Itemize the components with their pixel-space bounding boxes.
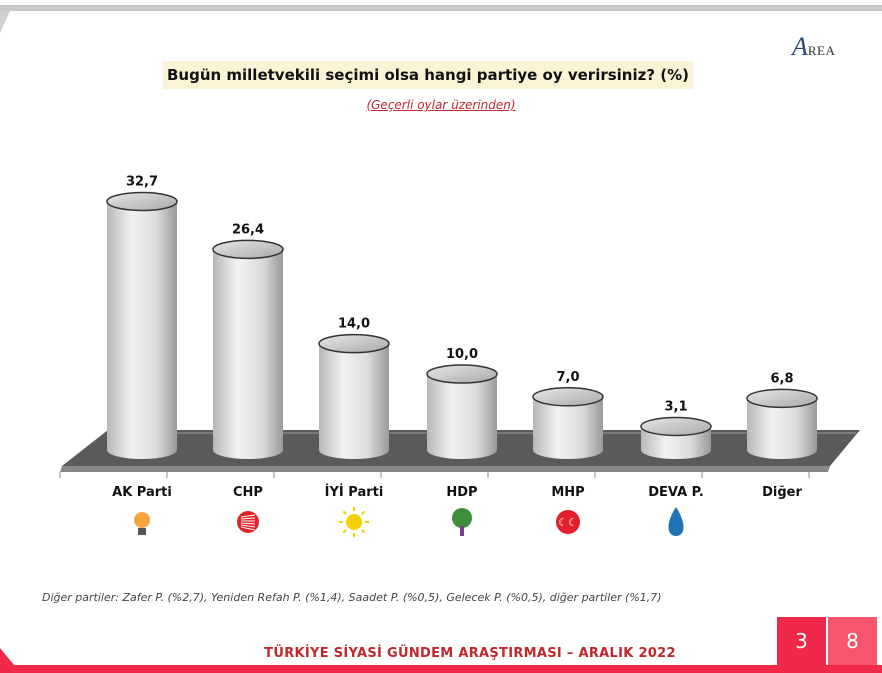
ak-parti-lightbulb-icon xyxy=(134,512,150,528)
chart-subtitle: (Geçerli oylar üzerinden) xyxy=(366,98,516,112)
chp-six-arrows-icon-arrow xyxy=(240,526,256,531)
category-label: CHP xyxy=(233,485,263,500)
chp-six-arrows-icon xyxy=(237,511,259,533)
bar-top-3 xyxy=(426,364,498,384)
bar-bottom-6 xyxy=(747,441,817,459)
footnote: Diğer partiler: Zafer P. (%2,7), Yeniden… xyxy=(42,591,662,604)
bottom-bar xyxy=(0,665,882,673)
bar-top-0 xyxy=(106,191,178,212)
data-label: 10,0 xyxy=(446,347,478,362)
bar-top-6 xyxy=(746,388,818,409)
bar-bottom-5 xyxy=(641,441,711,459)
category-label: HDP xyxy=(446,485,477,500)
ak-parti-lightbulb-icon-base xyxy=(138,528,146,535)
corner-decoration xyxy=(0,11,10,33)
bottom-corner xyxy=(0,648,14,665)
bar-2 xyxy=(319,343,389,450)
bar-3 xyxy=(427,374,497,450)
data-label: 6,8 xyxy=(770,371,793,386)
chart-title: Bugün milletvekili seçimi olsa hangi par… xyxy=(163,61,693,89)
bar-top-1 xyxy=(212,239,284,260)
bar-bottom-2 xyxy=(319,441,389,459)
top-bar xyxy=(0,5,882,11)
area-logo: AREA xyxy=(792,32,836,61)
footer-title: TÜRKİYE SİYASİ GÜNDEM ARAŞTIRMASI – ARAL… xyxy=(264,646,676,661)
bar-bottom-0 xyxy=(107,441,177,459)
bar-1 xyxy=(213,249,283,450)
mhp-crescents-icon xyxy=(556,510,580,534)
bar-0 xyxy=(107,201,177,450)
bar-top-4 xyxy=(532,387,604,407)
bar-top-2 xyxy=(318,333,390,354)
bar-chart: 32,7 AK Parti 26,4 CHP 14,0 İYİ Parti 10,0 HDP 7… xyxy=(59,174,860,537)
data-label: 32,7 xyxy=(126,174,158,189)
iyi-parti-sun-icon-ray xyxy=(361,510,366,515)
category-label: DEVA P. xyxy=(648,485,704,500)
page-number-digit-1: 3 xyxy=(777,617,826,665)
chp-six-arrows-icon-arrow xyxy=(240,514,256,518)
chp-six-arrows-icon-arrow xyxy=(240,524,256,528)
chp-six-arrows-icon-arrow xyxy=(240,522,256,525)
data-label: 7,0 xyxy=(556,370,579,385)
hdp-tree-icon xyxy=(452,508,472,528)
iyi-parti-sun-icon-ray xyxy=(342,529,347,534)
data-label: 14,0 xyxy=(338,317,370,332)
category-label: MHP xyxy=(551,485,584,500)
iyi-parti-sun-icon-ray xyxy=(361,529,366,534)
iyi-parti-sun-icon-ray xyxy=(342,510,347,515)
bar-bottom-4 xyxy=(533,441,603,459)
bar-bottom-1 xyxy=(213,441,283,459)
iyi-parti-sun-icon xyxy=(346,514,362,530)
deva-drop-icon xyxy=(668,507,684,536)
bar-top-5 xyxy=(640,416,712,437)
category-label: AK Parti xyxy=(112,485,172,500)
category-label: Diğer xyxy=(762,485,802,500)
mhp-crescents-icon-glyph: ☾☾ xyxy=(558,516,578,529)
page-number-digit-2: 8 xyxy=(828,617,877,665)
chp-six-arrows-icon-arrow xyxy=(240,517,256,520)
data-label: 3,1 xyxy=(664,399,687,414)
data-label: 26,4 xyxy=(232,222,264,237)
chart-floor-edge xyxy=(60,466,830,472)
hdp-tree-icon-trunk xyxy=(460,526,464,536)
category-label: İYİ Parti xyxy=(325,484,384,500)
bar-bottom-3 xyxy=(427,441,497,459)
